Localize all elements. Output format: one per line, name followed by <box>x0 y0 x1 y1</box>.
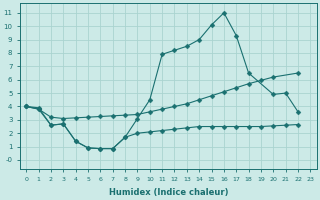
X-axis label: Humidex (Indice chaleur): Humidex (Indice chaleur) <box>108 188 228 197</box>
